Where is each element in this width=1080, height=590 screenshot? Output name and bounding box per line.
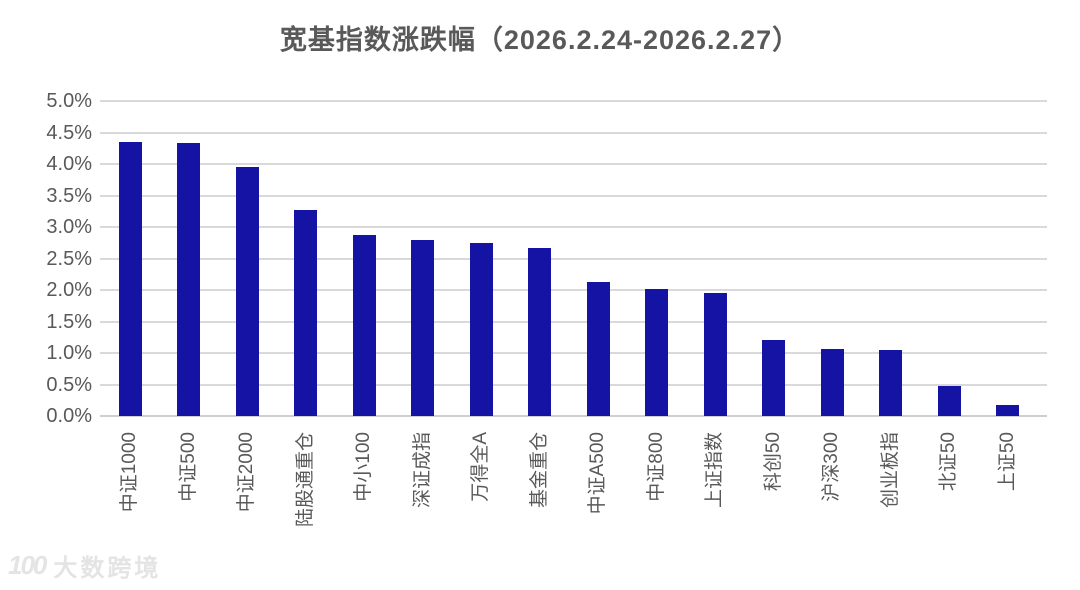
y-tick-label: 0.0%	[46, 405, 92, 427]
watermark-logo-icon: 100	[8, 550, 47, 580]
x-tick-label: 中证800	[645, 432, 667, 502]
bar-沪深300	[820, 348, 844, 416]
x-tick-label: 中小100	[353, 432, 374, 502]
bar-陆股通重仓	[294, 209, 317, 416]
x-tick-label: 陆股通重仓	[294, 432, 316, 528]
bar-创业板指	[879, 350, 902, 416]
gridline	[100, 100, 1047, 102]
x-axis-line	[100, 415, 1047, 417]
x-tick-label: 中证1000	[119, 432, 140, 513]
bar-科创50	[762, 340, 785, 416]
x-tick-label: 上证指数	[704, 432, 725, 509]
bar-基金重仓	[528, 248, 551, 416]
bar-中证500	[177, 143, 200, 416]
x-tick-label: 中证2000	[236, 432, 257, 513]
y-tick-label: 4.5%	[46, 121, 92, 144]
x-tick-label: 中证A500	[587, 432, 608, 515]
x-tick-label: 沪深300	[821, 432, 842, 502]
bar-北证50	[937, 385, 961, 416]
gridline	[100, 257, 1047, 260]
chart-title: 宽基指数涨跌幅（2026.2.24-2026.2.27）	[279, 25, 801, 55]
bar-上证50	[996, 405, 1019, 416]
y-tick-label: 4.0%	[46, 153, 92, 175]
y-tick-label: 5.0%	[46, 90, 92, 112]
gridline	[100, 131, 1047, 134]
y-tick-label: 2.0%	[46, 279, 92, 301]
gridline	[100, 163, 1047, 165]
gridline	[100, 289, 1047, 291]
bar-深证成指	[411, 239, 434, 416]
bar-万得全A	[469, 242, 493, 416]
gridline	[100, 383, 1047, 386]
y-tick-label: 3.0%	[46, 216, 92, 238]
bar-中小100	[352, 235, 376, 416]
bar-中证1000	[118, 141, 142, 416]
x-tick-label: 中证500	[177, 432, 199, 502]
x-tick-label: 上证50	[996, 432, 1018, 492]
watermark-label: 大数跨境	[53, 555, 162, 582]
gridline	[100, 352, 1047, 354]
x-tick-label: 创业板指	[879, 432, 901, 509]
watermark: 100 大数跨境	[8, 548, 161, 583]
y-tick-label: 1.0%	[46, 342, 92, 364]
y-tick-label: 2.5%	[46, 247, 92, 270]
gridline	[100, 320, 1047, 323]
x-tick-label: 北证50	[938, 432, 959, 492]
y-tick-label: 0.5%	[46, 373, 92, 396]
bar-中证A500	[586, 282, 610, 416]
y-tick-label: 1.5%	[46, 310, 92, 333]
bar-中证800	[645, 288, 668, 416]
bar-上证指数	[703, 292, 727, 416]
x-tick-label: 深证成指	[411, 432, 433, 509]
bar-中证2000	[235, 167, 259, 416]
x-tick-label: 科创50	[762, 432, 784, 492]
x-tick-label: 基金重仓	[528, 432, 550, 509]
y-tick-label: 3.5%	[46, 184, 92, 207]
gridline	[100, 194, 1047, 197]
gridline	[100, 226, 1047, 228]
x-tick-label: 万得全A	[470, 432, 491, 502]
